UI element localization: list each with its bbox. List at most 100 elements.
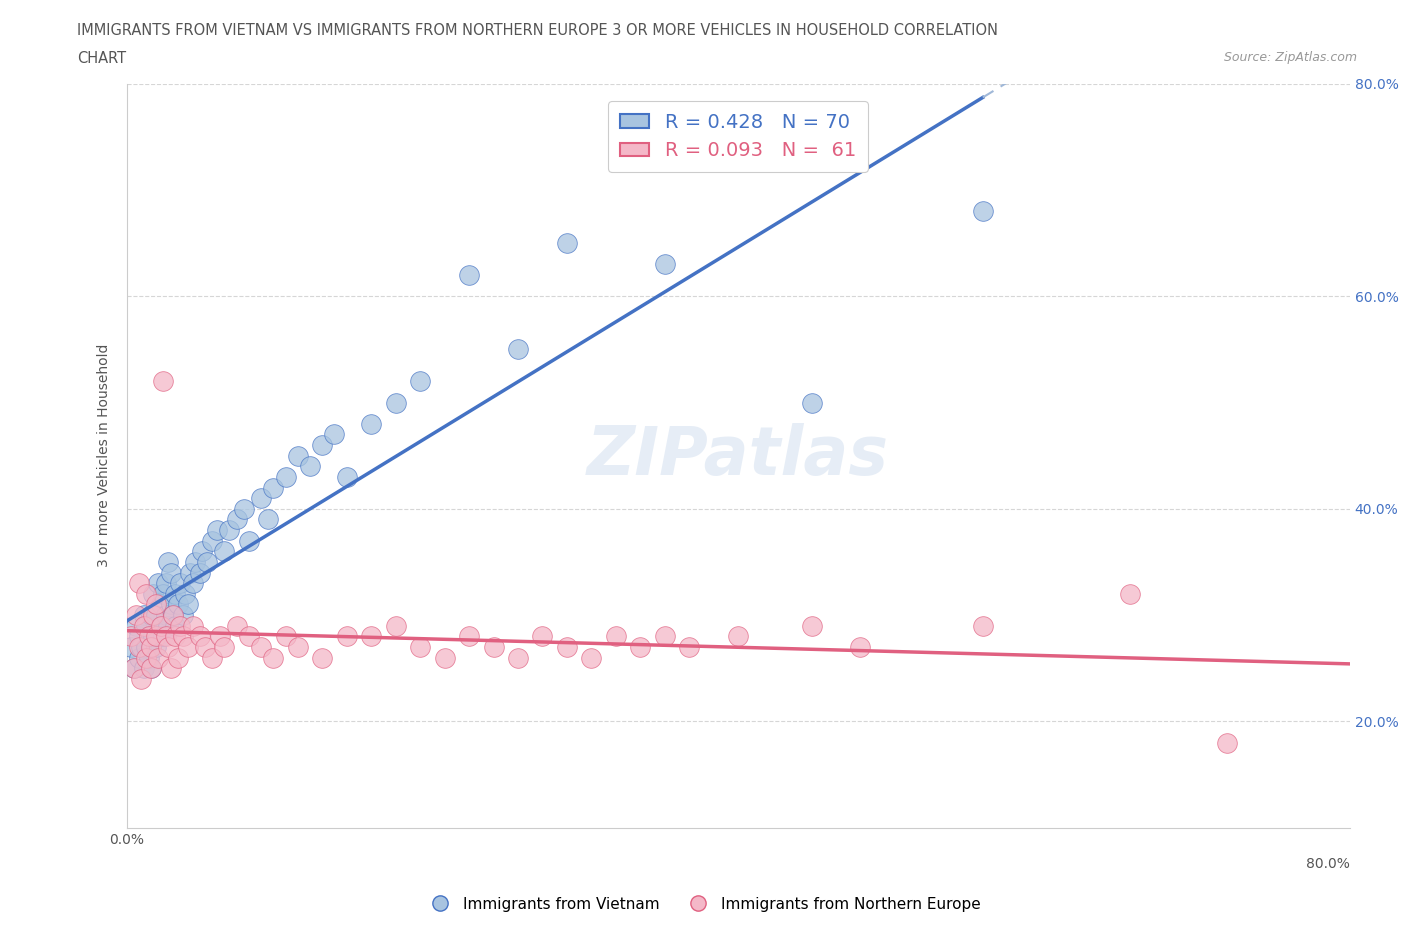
Point — [139, 607, 162, 622]
Point — [194, 640, 217, 655]
Point — [138, 629, 160, 644]
Text: 80.0%: 80.0% — [1306, 857, 1350, 871]
Point — [727, 629, 749, 644]
Point — [152, 629, 174, 644]
Point — [174, 587, 197, 602]
Point — [482, 640, 505, 655]
Point — [159, 661, 181, 676]
Point — [132, 618, 155, 633]
Point — [336, 629, 359, 644]
Point — [262, 480, 284, 495]
Point — [152, 374, 174, 389]
Point — [122, 661, 145, 676]
Point — [128, 629, 150, 644]
Point — [800, 618, 823, 633]
Point — [972, 618, 994, 633]
Point — [257, 512, 280, 527]
Point — [299, 458, 322, 473]
Point — [169, 618, 191, 633]
Point — [122, 661, 145, 676]
Point — [145, 607, 167, 622]
Point — [654, 629, 676, 644]
Point — [250, 491, 273, 506]
Point — [433, 650, 456, 665]
Point — [506, 342, 529, 357]
Point — [139, 640, 162, 655]
Point — [145, 640, 167, 655]
Point — [849, 640, 872, 655]
Point — [800, 395, 823, 410]
Point — [214, 544, 236, 559]
Point — [1118, 587, 1140, 602]
Point — [188, 629, 211, 644]
Point — [139, 661, 162, 676]
Point — [678, 640, 700, 655]
Point — [128, 576, 150, 591]
Point — [135, 640, 157, 655]
Point — [409, 374, 432, 389]
Point — [201, 650, 224, 665]
Point — [274, 470, 297, 485]
Point — [191, 544, 214, 559]
Point — [311, 438, 333, 453]
Point — [128, 650, 150, 665]
Point — [218, 523, 240, 538]
Point — [145, 597, 167, 612]
Point — [323, 427, 346, 442]
Point — [167, 650, 190, 665]
Y-axis label: 3 or more Vehicles in Household: 3 or more Vehicles in Household — [97, 344, 111, 567]
Point — [581, 650, 603, 665]
Point — [142, 607, 165, 622]
Legend: Immigrants from Vietnam, Immigrants from Northern Europe: Immigrants from Vietnam, Immigrants from… — [419, 891, 987, 918]
Point — [384, 395, 406, 410]
Point — [555, 640, 578, 655]
Point — [225, 618, 247, 633]
Point — [336, 470, 359, 485]
Point — [148, 650, 170, 665]
Point — [225, 512, 247, 527]
Point — [287, 640, 309, 655]
Point — [195, 554, 218, 569]
Point — [155, 629, 177, 644]
Point — [120, 640, 142, 655]
Point — [169, 576, 191, 591]
Point — [555, 235, 578, 250]
Point — [149, 597, 172, 612]
Point — [132, 661, 155, 676]
Point — [179, 565, 201, 580]
Point — [132, 607, 155, 622]
Point — [458, 268, 481, 283]
Point — [125, 607, 148, 622]
Point — [250, 640, 273, 655]
Point — [155, 607, 177, 622]
Point — [145, 629, 167, 644]
Point — [135, 587, 157, 602]
Point — [238, 629, 260, 644]
Point — [125, 618, 148, 633]
Text: CHART: CHART — [77, 51, 127, 66]
Point — [188, 565, 211, 580]
Point — [149, 618, 172, 633]
Point — [148, 629, 170, 644]
Point — [262, 650, 284, 665]
Point — [654, 257, 676, 272]
Point — [184, 554, 207, 569]
Point — [138, 629, 160, 644]
Point — [214, 640, 236, 655]
Point — [172, 629, 194, 644]
Text: ZIPatlas: ZIPatlas — [588, 423, 889, 488]
Point — [157, 640, 180, 655]
Point — [157, 554, 180, 569]
Point — [205, 523, 228, 538]
Point — [148, 576, 170, 591]
Point — [458, 629, 481, 644]
Point — [177, 597, 200, 612]
Point — [139, 661, 162, 676]
Point — [120, 629, 142, 644]
Point — [165, 629, 187, 644]
Legend: R = 0.428   N = 70, R = 0.093   N =  61: R = 0.428 N = 70, R = 0.093 N = 61 — [609, 100, 868, 172]
Point — [159, 597, 181, 612]
Point — [972, 204, 994, 219]
Point — [157, 618, 180, 633]
Text: IMMIGRANTS FROM VIETNAM VS IMMIGRANTS FROM NORTHERN EUROPE 3 OR MORE VEHICLES IN: IMMIGRANTS FROM VIETNAM VS IMMIGRANTS FR… — [77, 23, 998, 38]
